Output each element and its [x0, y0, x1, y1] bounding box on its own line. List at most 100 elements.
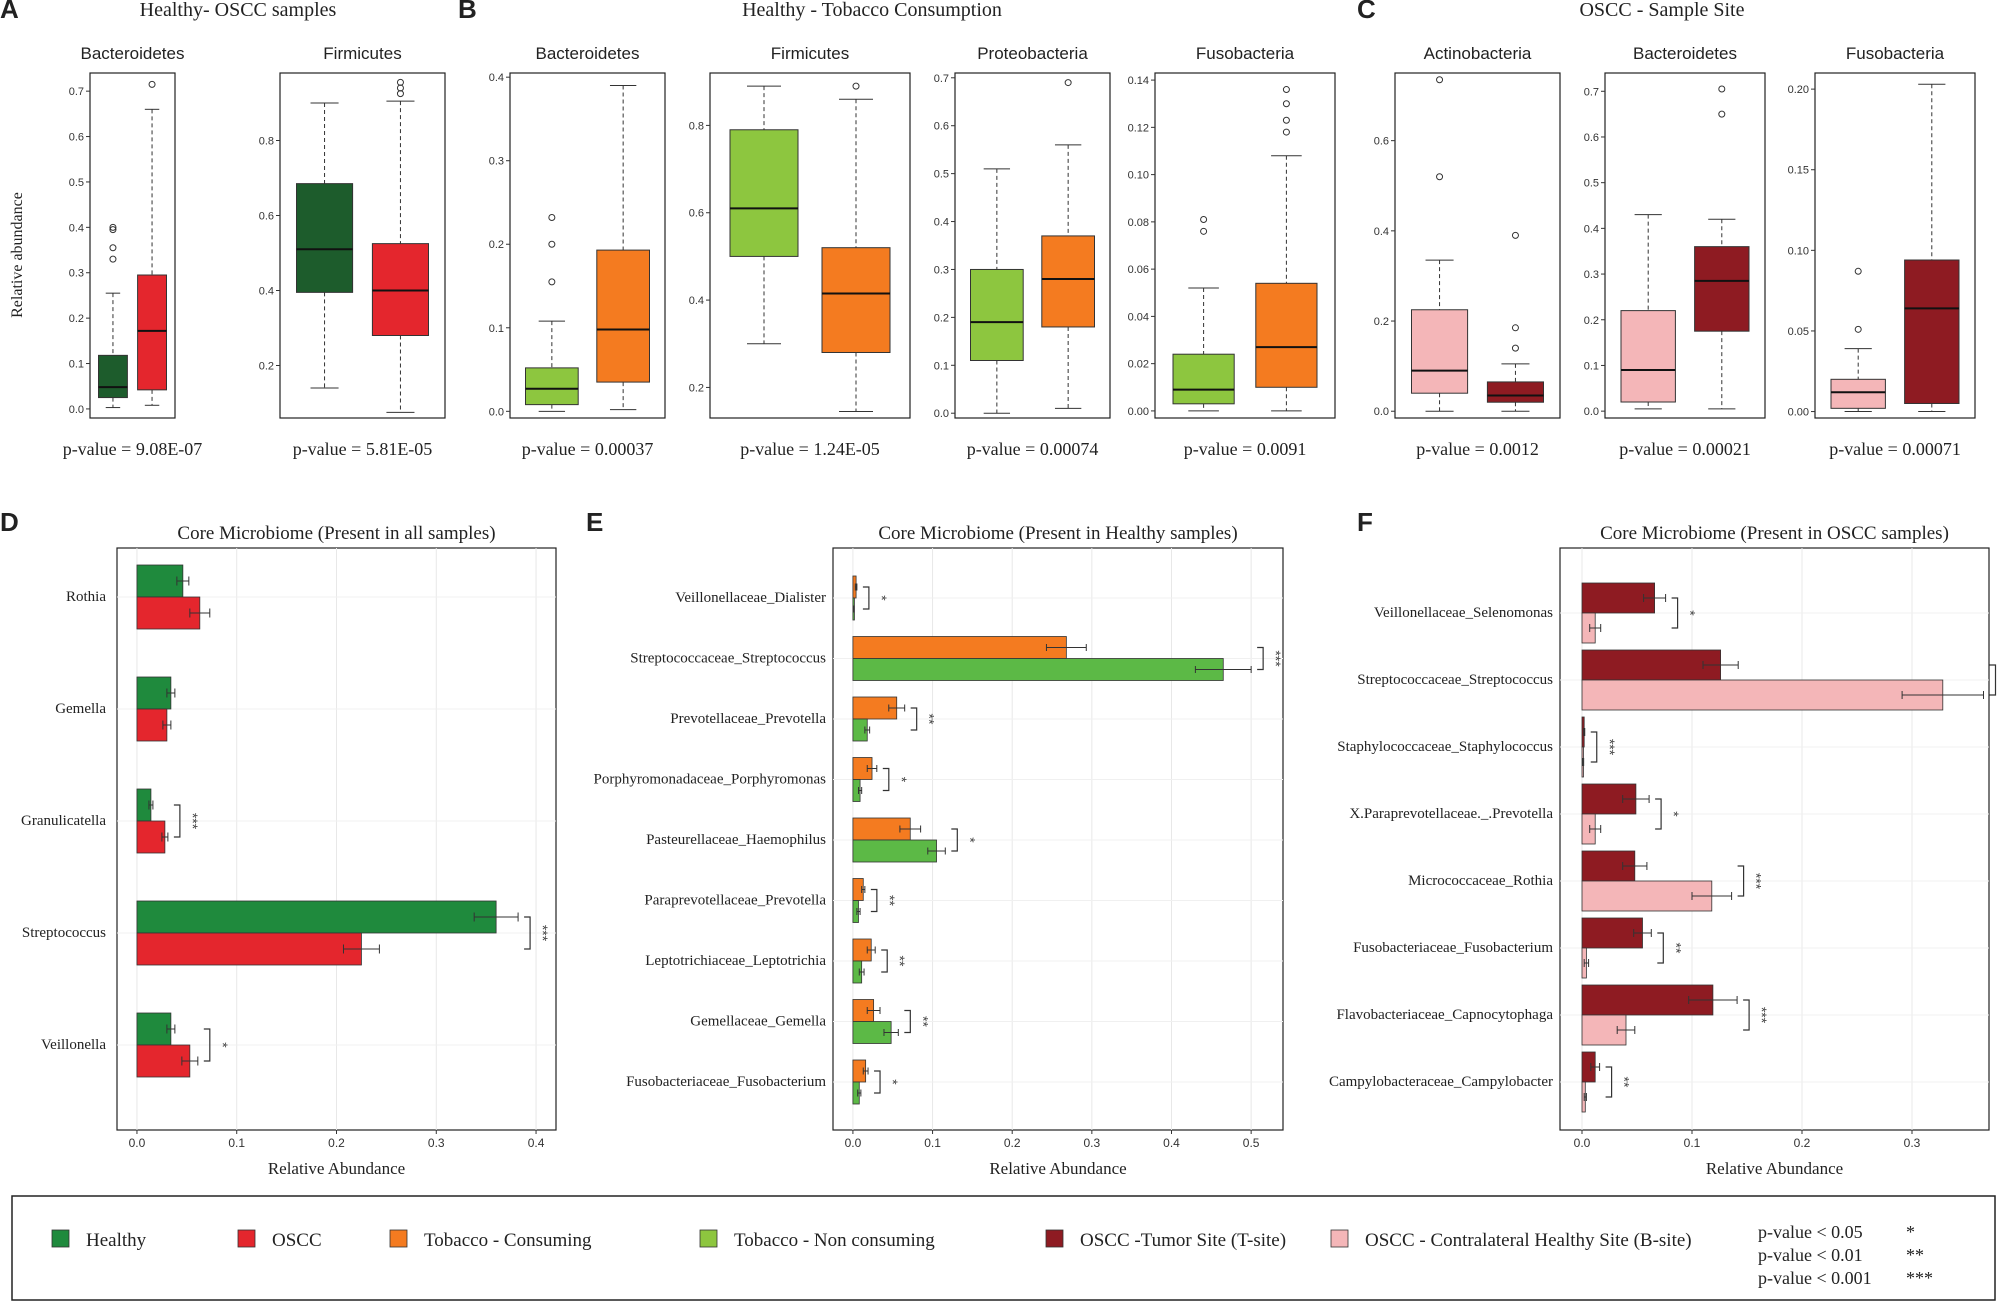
iqr-box — [1694, 246, 1750, 332]
outlier-point — [148, 80, 156, 88]
box-tobacco-consuming — [596, 85, 650, 411]
y-tick-label: 0.2 — [1374, 316, 1389, 328]
p-value-label: p-value = 0.00071 — [1829, 439, 1961, 459]
iqr-box — [98, 354, 128, 399]
box-tobacco-non-consuming — [729, 85, 799, 345]
y-tick-label: 0.14 — [1128, 75, 1149, 87]
outlier-point — [1282, 86, 1290, 94]
category-streptococcaceae-streptococcus: Streptococcaceae_Streptococcus *** — [1357, 649, 2008, 711]
category-pasteurellaceae-haemophilus: Pasteurellaceae_Haemophilus * — [646, 817, 978, 863]
outlier-point — [1200, 227, 1208, 235]
bar-tumor-site — [1581, 582, 1655, 614]
box-tobacco-non-consuming — [970, 168, 1024, 414]
legend-swatch — [699, 1229, 718, 1248]
plot-frame — [509, 72, 666, 419]
y-tick-label: 0.0 — [1584, 406, 1599, 418]
y-tick-label: 0.8 — [689, 120, 704, 132]
y-tick-label: 0.2 — [1584, 315, 1599, 327]
box-tobacco-consuming — [821, 82, 891, 412]
significance-stars: * — [885, 1079, 901, 1085]
plot-frame — [709, 72, 911, 419]
category-fusobacteriaceae-fusobacterium: Fusobacteriaceae_Fusobacterium * — [626, 1059, 901, 1105]
legend-item-contralateral-site: OSCC - Contralateral Healthy Site (B-sit… — [1330, 1229, 1692, 1251]
legend-item-oscc: OSCC — [237, 1229, 322, 1251]
outlier-point — [109, 226, 117, 234]
significance-stars: ** — [922, 714, 938, 725]
iqr-box — [970, 268, 1024, 362]
box-tumor-site — [1694, 85, 1750, 410]
category-label: Paraprevotellaceae_Prevotella — [644, 893, 826, 909]
significance-bracket — [203, 1028, 211, 1062]
y-tick-label: 0.0 — [69, 404, 84, 416]
legend-swatch — [51, 1229, 70, 1248]
y-tick-label: 0.6 — [689, 208, 704, 220]
significance-bracket — [1655, 798, 1662, 830]
category-label: Veillonella — [41, 1037, 106, 1053]
category-label: Gemella — [55, 701, 106, 717]
bar-tumor-site — [1581, 917, 1643, 949]
iqr-box — [296, 183, 354, 293]
subplot-title: Proteobacteria — [977, 44, 1088, 63]
significance-bracket — [1737, 865, 1745, 897]
x-tick-label: 0.3 — [1904, 1136, 1921, 1150]
y-tick-label: 0.06 — [1128, 264, 1149, 276]
significance-bracket — [1671, 597, 1679, 629]
group-title: OSCC - Sample Site — [1579, 0, 1744, 21]
group-title: Healthy - Tobacco Consumption — [742, 0, 1002, 21]
plot-frame — [1559, 547, 1990, 1131]
category-label: X.Paraprevotellaceae._.Prevotella — [1349, 806, 1553, 822]
panel-letter: E — [586, 507, 603, 537]
y-tick-label: 0.0 — [1374, 406, 1389, 418]
category-label: Streptococcaceae_Streptococcus — [630, 651, 826, 667]
y-tick-label: 0.04 — [1128, 311, 1149, 323]
box-oscc — [371, 78, 429, 413]
x-axis-label: Relative Abundance — [268, 1159, 405, 1178]
x-axis-label: Relative Abundance — [1706, 1159, 1843, 1178]
bar-oscc — [136, 932, 362, 966]
iqr-box — [1904, 259, 1960, 404]
plot-frame — [1604, 72, 1766, 419]
outlier-point — [1436, 173, 1444, 181]
boxplot-firmicutes: Firmicutes 0.2 0.4 0.6 0.8 p-value = 1.24E-05 — [689, 44, 911, 459]
significance-bracket — [173, 804, 181, 838]
panel-letter: A — [0, 0, 19, 24]
y-tick-label: 0.4 — [489, 72, 504, 84]
legend-item-tumor-site: OSCC -Tumor Site (T-site) — [1045, 1229, 1286, 1251]
y-axis-label: Relative abundance — [9, 192, 26, 318]
box-tobacco-non-consuming — [1172, 216, 1235, 412]
y-tick-label: 0.12 — [1128, 122, 1149, 134]
p-value-label: p-value = 0.00074 — [967, 439, 1099, 459]
outlier-point — [396, 78, 404, 86]
y-tick-label: 0.7 — [1584, 86, 1599, 98]
significance-stars: ** — [1668, 943, 1684, 954]
bar-healthy — [136, 676, 172, 710]
y-tick-label: 0.0 — [934, 408, 949, 420]
y-tick-label: 0.5 — [69, 177, 84, 189]
significance-stars: * — [215, 1042, 231, 1048]
outlier-point — [852, 82, 860, 90]
outlier-point — [1718, 110, 1726, 118]
outlier-point — [109, 255, 117, 263]
category-label: Streptococcaceae_Streptococcus — [1357, 672, 1553, 688]
legend-swatch — [1330, 1229, 1349, 1248]
box-tobacco-consuming — [1255, 86, 1318, 412]
significance-stars: *** — [1268, 650, 1284, 667]
plot-frame — [1154, 72, 1336, 419]
y-tick-label: 0.4 — [259, 286, 274, 298]
y-tick-label: 0.1 — [489, 323, 504, 335]
y-tick-label: 0.7 — [69, 86, 84, 98]
category-streptococcus: Streptococcus *** — [22, 900, 551, 966]
chart-title: Core Microbiome (Present in OSCC samples… — [1600, 523, 1949, 544]
outlier-point — [109, 244, 117, 252]
p-value-label: p-value = 5.81E-05 — [293, 439, 433, 459]
category-label: Campylobacteraceae_Campylobacter — [1329, 1074, 1553, 1090]
y-tick-label: 0.05 — [1788, 326, 1809, 338]
box-healthy-dark — [98, 223, 128, 409]
group-title: Healthy- OSCC samples — [140, 0, 337, 21]
y-tick-label: 0.00 — [1788, 407, 1809, 419]
y-tick-label: 0.2 — [489, 239, 504, 251]
category-label: Porphyromonadaceae_Porphyromonas — [594, 772, 827, 788]
box-contralateral-site — [1411, 76, 1469, 412]
boxplot-bacteroidetes: Bacteroidetes 0.0 0.1 0.2 0.3 0.4 0.5 0.6 0.7 p-v… — [1584, 44, 1766, 459]
y-tick-label: 0.00 — [1128, 406, 1149, 418]
